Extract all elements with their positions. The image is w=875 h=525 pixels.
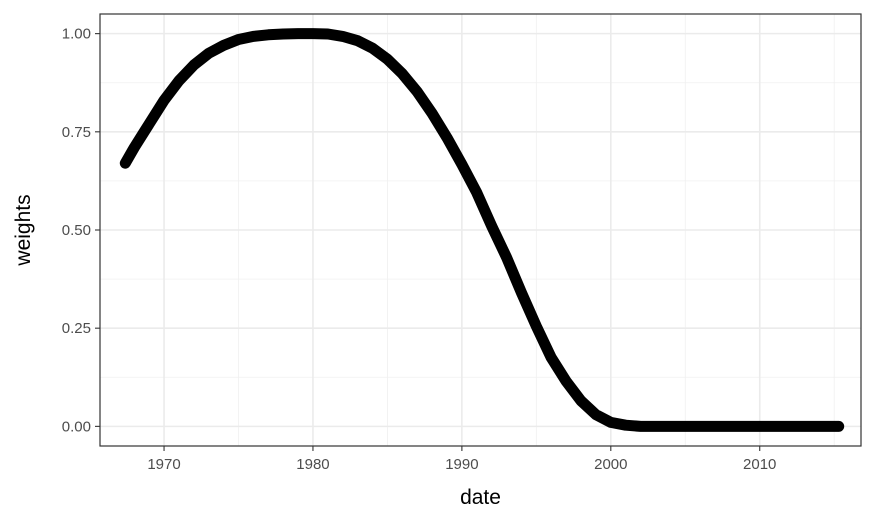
series-group <box>119 28 845 432</box>
y-axis-title: weights <box>12 194 35 266</box>
y-axis-ticks: 0.00 0.25 0.50 0.75 1.00 <box>62 26 100 435</box>
x-axis-title: date <box>460 486 501 509</box>
x-tick-label: 2010 <box>743 456 776 473</box>
x-tick-label: 1970 <box>147 456 180 473</box>
x-tick-label: 2000 <box>594 456 627 473</box>
weights-series-line <box>119 28 845 432</box>
major-gridlines <box>100 14 861 446</box>
x-axis-ticks: 1970 1980 1990 2000 2010 <box>147 446 776 473</box>
y-tick-label: 1.00 <box>62 26 91 43</box>
y-tick-label: 0.50 <box>62 222 91 239</box>
y-tick-label: 0.25 <box>62 320 91 337</box>
x-tick-label: 1980 <box>296 456 329 473</box>
x-tick-label: 1990 <box>445 456 478 473</box>
y-tick-label: 0.00 <box>62 418 91 435</box>
y-tick-label: 0.75 <box>62 124 91 141</box>
